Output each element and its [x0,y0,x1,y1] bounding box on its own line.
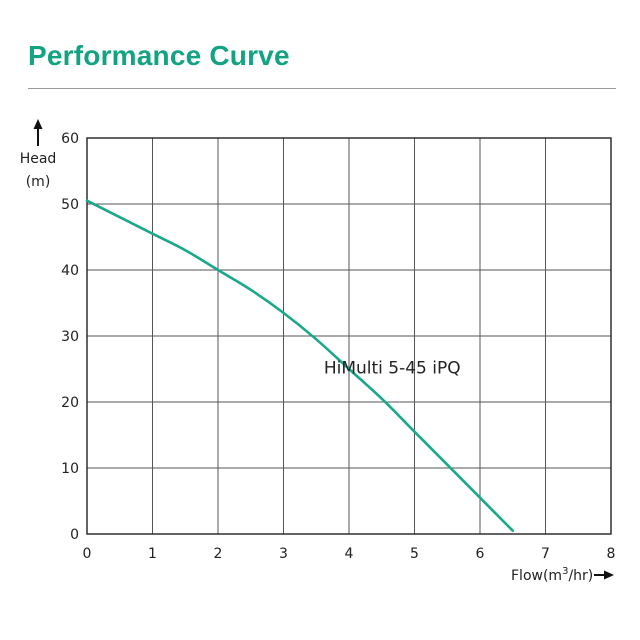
x-tick-label: 4 [345,546,354,562]
y-tick-label: 20 [61,395,79,411]
x-tick-label: 8 [607,546,616,562]
x-tick-label: 2 [214,546,223,562]
x-tick-label: 5 [410,546,419,562]
title-divider [28,88,616,89]
x-tick-label: 3 [279,546,288,562]
y-tick-label: 10 [61,461,79,477]
series-label: HiMulti 5-45 iPQ [324,359,461,379]
x-tick-label: 7 [541,546,550,562]
series-line-0 [85,199,515,532]
x-axis-label-group: Flow(m3/hr) [511,566,614,584]
x-tick-label: 6 [476,546,485,562]
page-title: Performance Curve [28,40,290,71]
y-tick-label: 40 [61,263,79,279]
y-tick-label: 30 [61,329,79,345]
plot-frame [86,137,612,535]
x-axis-label-end: /hr) [568,568,593,584]
y-tick-label: 0 [70,527,79,543]
x-axis-label-sup: 3 [562,566,568,577]
tick-labels: 0 1 2 3 4 5 6 7 8 0 10 20 30 40 50 60 [61,131,615,562]
y-tick-label: 60 [61,131,79,147]
x-axis-label-main: Flow(m [511,568,562,584]
y-tick-label: 50 [61,197,79,213]
x-tick-label: 1 [148,546,157,562]
plot-border [86,137,612,535]
y-axis-label-head: Head [20,151,57,167]
y-axis-label-group: Head (m) [20,119,57,190]
y-axis-label-unit: (m) [26,174,51,190]
x-axis-arrow-head [604,570,614,580]
y-axis-arrow-head [33,119,43,129]
x-axis-label: Flow(m3/hr) [511,566,593,584]
grid [87,138,611,534]
series-layer: HiMulti 5-45 iPQ [85,199,515,532]
x-tick-label: 0 [83,546,92,562]
